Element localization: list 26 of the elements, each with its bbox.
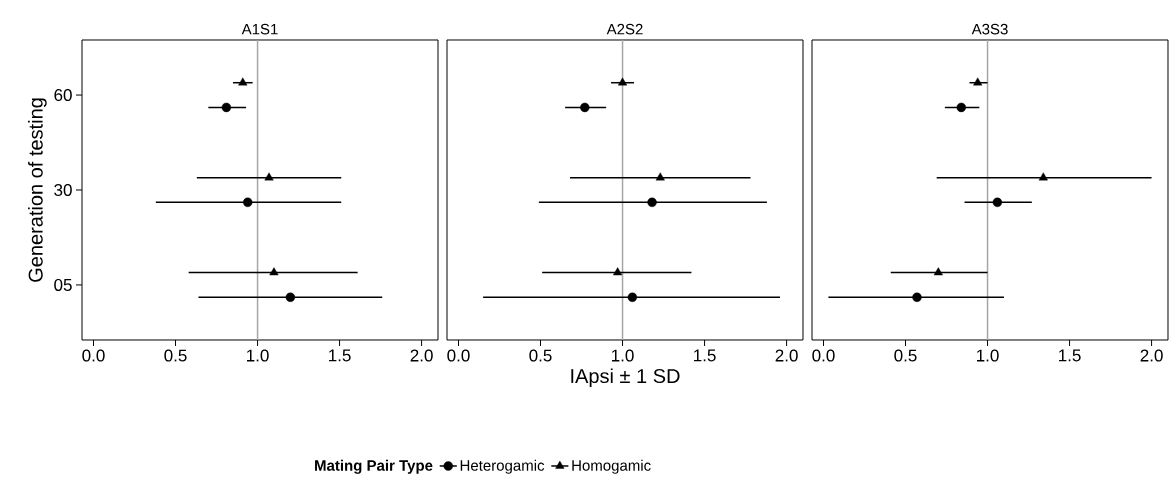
chart-title: A2S2 xyxy=(606,23,643,35)
x-tick-label: 0.5 xyxy=(164,349,187,362)
chart-title: A3S3 xyxy=(971,23,1008,35)
x-axis-title: IApsi ± 1 SD xyxy=(571,368,680,388)
y-axis-title: Generation of testing xyxy=(28,98,47,282)
x-tick-label: 0.5 xyxy=(529,349,552,362)
chart-title: A1S1 xyxy=(241,23,278,35)
x-tick-label: 2.0 xyxy=(1140,349,1163,362)
x-tick-label: 0.0 xyxy=(82,349,105,362)
y-tick-label: 60 xyxy=(54,89,72,102)
x-tick-label: 2.0 xyxy=(410,349,433,362)
y-tick-label: 05 xyxy=(54,278,72,291)
x-tick-label: 0.0 xyxy=(812,349,835,362)
legend-label: Heterogamic xyxy=(460,459,545,474)
x-tick-label: 0.0 xyxy=(447,349,470,362)
x-tick-label: 1.5 xyxy=(329,349,351,362)
y-tick-label: 30 xyxy=(54,183,72,197)
x-tick-label: 0.5 xyxy=(894,349,917,362)
x-tick-label: 1.5 xyxy=(694,349,716,362)
legend-title: Mating Pair Type xyxy=(315,459,433,474)
x-tick-label: 1.0 xyxy=(612,349,634,362)
x-tick-label: 1.0 xyxy=(247,349,269,362)
legend-label: Homogamic xyxy=(572,459,651,474)
x-tick-label: 1.5 xyxy=(1059,349,1081,362)
x-tick-label: 1.0 xyxy=(977,349,999,362)
x-tick-label: 2.0 xyxy=(775,349,798,362)
